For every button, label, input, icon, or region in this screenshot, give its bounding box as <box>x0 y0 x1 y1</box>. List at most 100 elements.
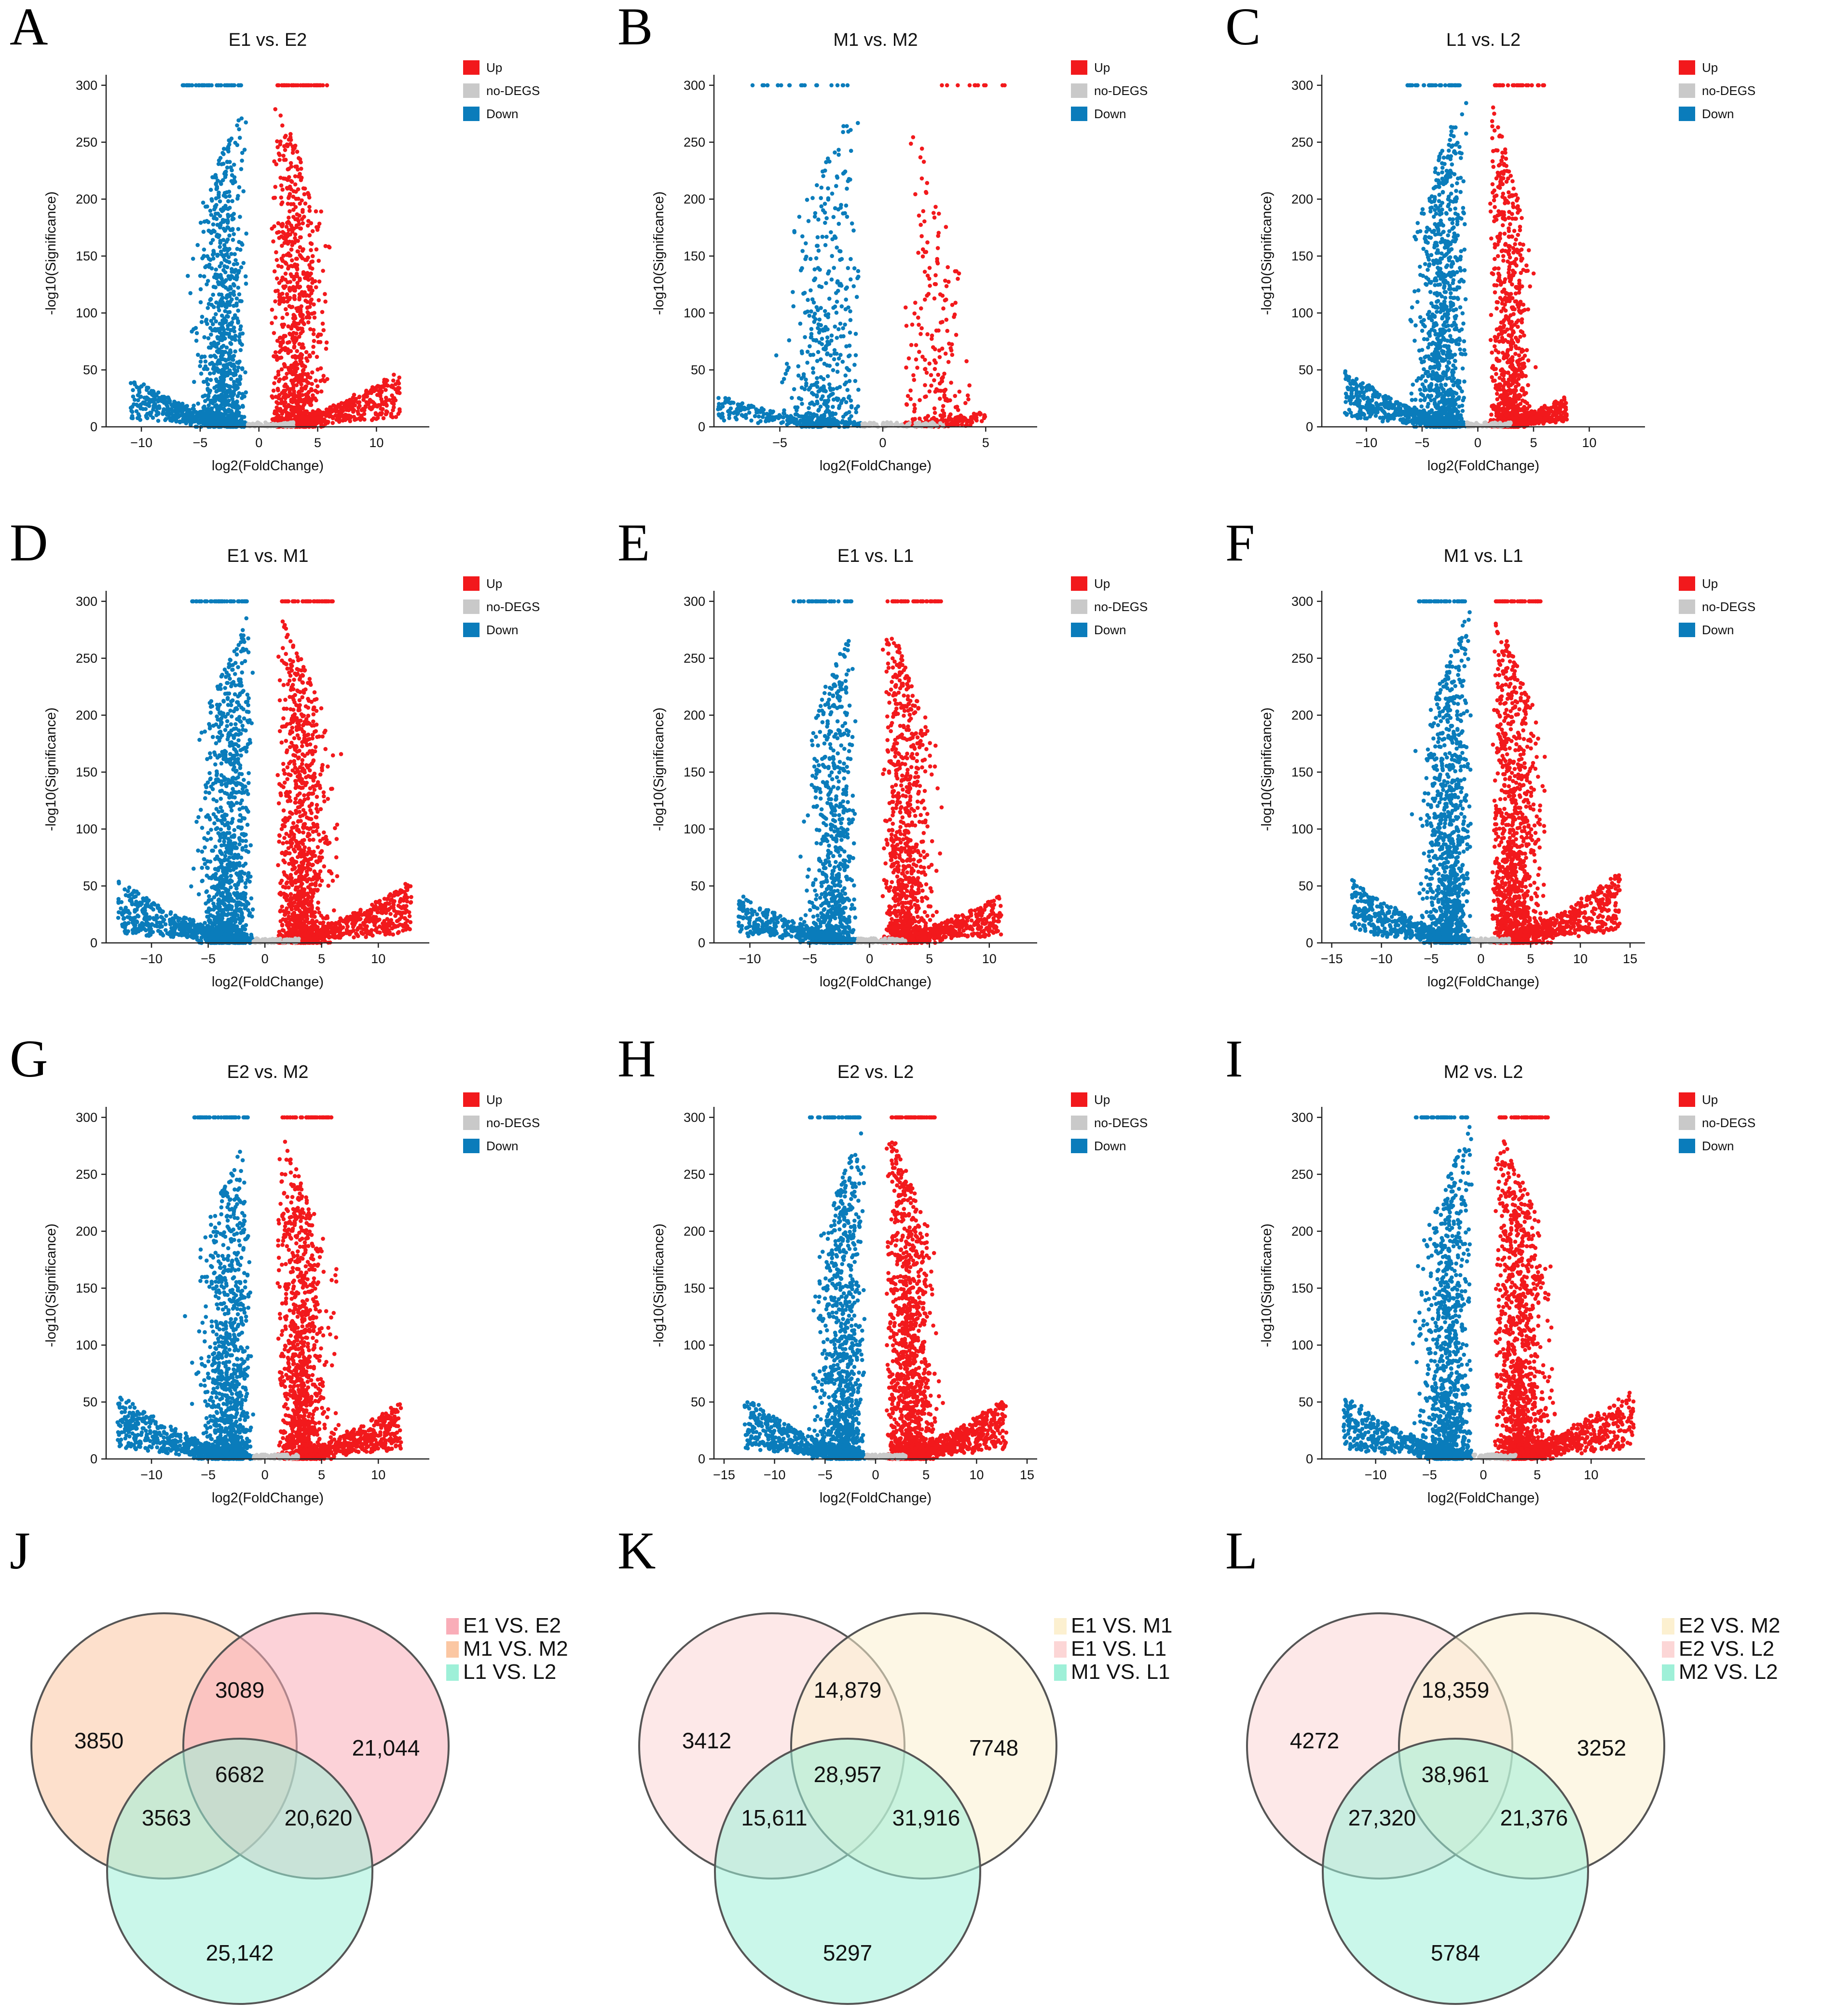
down-point <box>839 203 843 207</box>
up-point <box>1516 196 1520 201</box>
up-point <box>938 292 943 297</box>
up-point <box>1489 236 1494 241</box>
up-point <box>1490 119 1494 123</box>
up-point <box>277 350 282 354</box>
up-point <box>937 231 941 235</box>
up-point <box>347 408 351 412</box>
up-point <box>921 254 925 259</box>
up-point <box>1509 261 1514 265</box>
down-point <box>213 175 218 179</box>
up-point <box>1507 252 1511 257</box>
down-point <box>855 276 860 281</box>
up-point <box>920 354 925 359</box>
down-point <box>206 83 211 88</box>
legend-swatch <box>1071 107 1087 121</box>
down-point <box>198 274 203 278</box>
up-point <box>312 328 316 332</box>
down-point <box>1460 151 1464 156</box>
down-point <box>788 83 792 88</box>
down-point <box>223 218 227 223</box>
down-point <box>829 388 833 392</box>
up-point <box>1520 374 1524 379</box>
down-point <box>818 328 822 332</box>
down-point <box>142 382 146 387</box>
up-point <box>304 416 309 421</box>
down-point <box>212 371 216 375</box>
down-point <box>854 332 858 336</box>
up-point <box>275 83 280 88</box>
down-point <box>757 414 761 419</box>
up-point <box>286 187 290 191</box>
up-point <box>279 265 284 269</box>
up-point <box>368 398 372 402</box>
down-point <box>787 338 792 342</box>
down-point <box>233 338 237 342</box>
up-point <box>1501 254 1506 259</box>
down-point <box>830 191 835 196</box>
up-point <box>356 409 360 414</box>
up-point <box>299 160 303 164</box>
up-point <box>1490 375 1494 380</box>
up-point <box>303 276 307 280</box>
up-point <box>277 236 281 240</box>
nodeg-point <box>895 422 900 426</box>
down-point <box>814 338 819 342</box>
y-tick-label: 100 <box>76 306 97 320</box>
up-point <box>396 379 400 383</box>
legend-label: Up <box>486 60 502 75</box>
down-point <box>824 281 828 286</box>
down-point <box>212 230 217 234</box>
up-point <box>397 407 402 411</box>
down-point <box>243 370 247 375</box>
up-point <box>1506 371 1510 375</box>
up-point <box>1503 330 1508 334</box>
up-point <box>312 339 316 343</box>
up-point <box>280 244 284 248</box>
down-point <box>215 232 219 237</box>
down-point <box>192 407 196 411</box>
down-point <box>776 83 780 88</box>
up-point <box>918 155 923 160</box>
down-point <box>216 305 220 309</box>
up-point <box>289 398 294 402</box>
up-point <box>279 183 284 188</box>
up-point <box>287 175 291 179</box>
down-point <box>804 383 809 388</box>
down-point <box>849 277 853 282</box>
up-point <box>944 352 948 356</box>
up-point <box>1498 163 1502 167</box>
down-point <box>735 417 739 422</box>
down-point <box>762 408 766 412</box>
down-point <box>221 284 226 288</box>
down-point <box>212 365 216 369</box>
up-point <box>1491 182 1495 187</box>
down-point <box>716 396 721 400</box>
up-point <box>288 209 292 214</box>
up-point <box>337 403 341 407</box>
down-point <box>136 404 140 408</box>
up-point <box>956 83 960 88</box>
up-point <box>945 284 949 288</box>
down-point <box>823 202 827 206</box>
down-point <box>825 342 830 347</box>
down-point <box>211 222 216 227</box>
down-point <box>1440 166 1445 170</box>
up-point <box>294 331 299 336</box>
up-point <box>918 332 923 336</box>
up-point <box>287 254 291 258</box>
down-point <box>830 277 834 282</box>
up-point <box>1496 174 1501 178</box>
down-point <box>806 298 810 302</box>
nodeg-point <box>906 424 911 428</box>
up-point <box>1002 83 1007 88</box>
down-point <box>207 263 212 267</box>
up-point <box>309 400 313 404</box>
up-point <box>306 285 311 289</box>
up-point <box>285 83 289 88</box>
up-point <box>312 311 316 315</box>
legend-label: no-DEGS <box>486 83 540 98</box>
up-point <box>301 379 305 383</box>
up-point <box>1513 375 1517 379</box>
